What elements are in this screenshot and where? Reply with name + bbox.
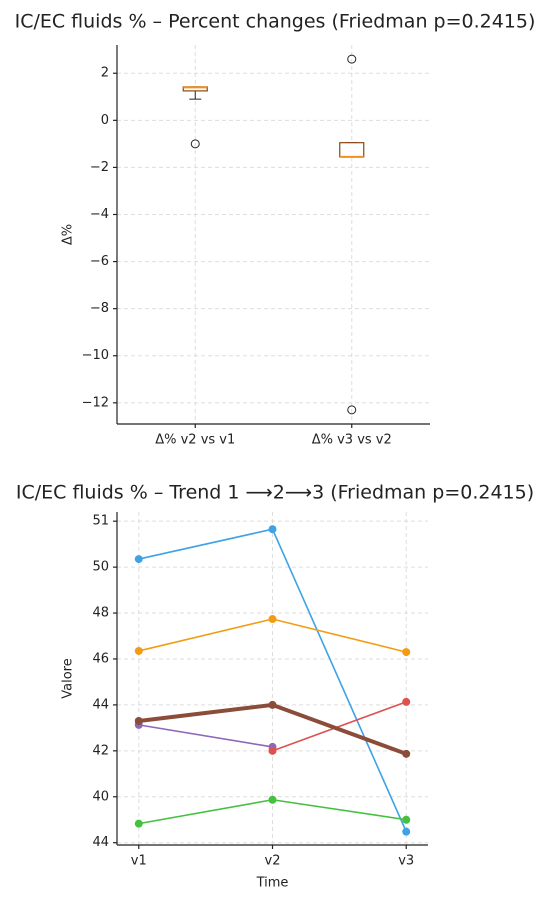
x-tick-label: Δ% v2 vs v1	[155, 433, 235, 448]
point	[134, 555, 143, 564]
y-tick-label: 50	[92, 560, 109, 575]
y-tick-label: 48	[92, 606, 109, 621]
y-tick-label: −4	[90, 207, 109, 222]
flier	[347, 54, 357, 64]
point	[402, 815, 411, 824]
y-tick-label: 42	[92, 743, 109, 758]
point	[268, 795, 277, 804]
y-tick-label: 46	[92, 651, 109, 666]
y-tick-label: −2	[90, 160, 109, 175]
y-tick-label: −12	[82, 395, 109, 410]
box	[339, 142, 365, 158]
chart-title: IC/EC fluids % – Percent changes (Friedm…	[15, 11, 536, 33]
y-tick-label: −10	[82, 348, 109, 363]
y-axis-label: Valore	[61, 658, 76, 698]
y-tick-label: 44	[92, 697, 109, 712]
point	[134, 819, 143, 828]
point	[402, 648, 411, 657]
x-tick-label: v1	[131, 854, 147, 869]
flier	[347, 405, 357, 415]
point	[268, 615, 277, 624]
series-line	[272, 701, 407, 752]
y-axis-label: Δ%	[61, 224, 76, 245]
x-tick-label: Δ% v3 vs v2	[312, 433, 392, 448]
x-tick-label: v3	[398, 854, 414, 869]
point	[268, 700, 277, 709]
point	[268, 746, 277, 755]
chart-title: IC/EC fluids % – Trend 1 ⟶2⟶3 (Friedman …	[16, 482, 534, 504]
point	[402, 749, 411, 758]
y-tick-label: 0	[101, 113, 109, 128]
x-tick-label: v2	[265, 854, 281, 869]
series-line	[138, 724, 273, 748]
y-tick-label: −8	[90, 301, 109, 316]
point	[134, 646, 143, 655]
flier	[190, 139, 200, 149]
y-tick-label: 51	[92, 514, 109, 529]
point	[268, 525, 277, 534]
y-tick-label: −6	[90, 254, 109, 269]
y-tick-label: 2	[101, 66, 109, 81]
y-tick-label: 40	[92, 789, 109, 804]
point	[402, 827, 411, 836]
point	[134, 716, 143, 725]
x-axis-label: Time	[256, 876, 289, 891]
y-tick-label: 44	[92, 835, 109, 850]
point	[402, 697, 411, 706]
